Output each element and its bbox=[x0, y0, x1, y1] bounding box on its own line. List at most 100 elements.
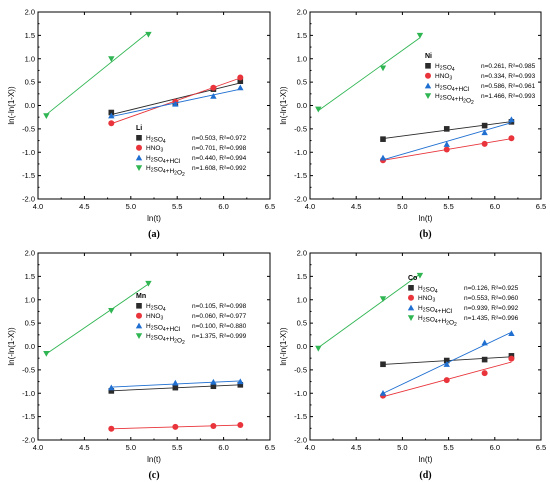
series-h2so4 bbox=[380, 119, 515, 142]
data-point bbox=[379, 390, 387, 396]
y-tick-label: 2.0 bbox=[297, 249, 307, 258]
x-tick-label: 6.5 bbox=[265, 443, 275, 452]
legend-series-name: H2SO4+H2O2 bbox=[146, 333, 185, 346]
y-tick-label: 0.5 bbox=[297, 78, 307, 87]
x-tick-label: 6.0 bbox=[490, 202, 500, 211]
data-point bbox=[43, 113, 50, 119]
legend-element-label: Li bbox=[136, 125, 142, 132]
legend-series-name: H2SO4+HCl bbox=[435, 83, 470, 93]
legend-fit-text: n=1.375, R²=0.999 bbox=[192, 333, 247, 340]
series-h2so4 bbox=[108, 382, 244, 394]
legend-series-name: H2SO4+H2O2 bbox=[435, 93, 474, 106]
data-point bbox=[315, 345, 322, 352]
data-point bbox=[379, 296, 387, 303]
data-point bbox=[210, 383, 217, 390]
y-tick-label: -1.0 bbox=[22, 148, 35, 157]
legend-series-name: H2SO4 bbox=[435, 63, 455, 73]
legend-marker bbox=[407, 315, 415, 321]
plot-frame bbox=[309, 252, 542, 441]
y-tick-label: 1.0 bbox=[25, 295, 35, 304]
legend-marker bbox=[135, 322, 143, 329]
data-point bbox=[237, 382, 244, 388]
data-point bbox=[443, 146, 450, 153]
data-point bbox=[210, 378, 217, 385]
y-tick-label: 0.0 bbox=[25, 101, 35, 110]
legend-fit-text: n=0.100, R²=0.880 bbox=[192, 323, 247, 330]
series-h2so4_hcl bbox=[108, 378, 244, 391]
data-point bbox=[508, 355, 515, 362]
data-point bbox=[172, 423, 179, 430]
y-tick-label: -1.5 bbox=[294, 171, 307, 180]
x-tick-label: 6.5 bbox=[536, 202, 546, 211]
data-point bbox=[108, 425, 115, 432]
legend-fit-text: n=1.435, R²=0.996 bbox=[464, 315, 519, 322]
legend-marker bbox=[407, 304, 415, 311]
panel-label: (b) bbox=[419, 229, 431, 240]
series-h2so4_h2o2 bbox=[315, 272, 424, 352]
legend-fit-text: n=0.701, R²=0.998 bbox=[192, 145, 247, 152]
legend-series-name: H2SO4+H2O2 bbox=[146, 165, 185, 178]
legend-fit-text: n=0.126, R²=0.925 bbox=[464, 285, 519, 292]
legend-series-name: HNO3 bbox=[435, 73, 452, 82]
x-tick-label: 5.5 bbox=[443, 202, 453, 211]
y-tick-label: 2.0 bbox=[25, 8, 35, 17]
x-tick-label: 4.0 bbox=[33, 443, 43, 452]
legend-marker bbox=[135, 165, 143, 171]
legend-marker bbox=[408, 285, 414, 291]
y-tick-label: -0.5 bbox=[294, 365, 307, 374]
fit-line bbox=[111, 82, 241, 116]
y-tick-label: 2.0 bbox=[297, 8, 307, 17]
legend-marker bbox=[408, 294, 414, 301]
chart-panel-ni: 4.0 4.5 5.0 5.5 6.0 6.5 -2.0 -1.5 -1.0 -0.5 0.0 0.5… bbox=[279, 8, 546, 241]
data-point bbox=[379, 154, 387, 161]
legend-series-name: HNO3 bbox=[146, 313, 163, 322]
data-point bbox=[481, 129, 488, 136]
data-point bbox=[145, 280, 152, 287]
data-point bbox=[237, 78, 244, 84]
data-point bbox=[237, 74, 244, 81]
data-point bbox=[172, 100, 179, 107]
y-tick-label: 1.0 bbox=[297, 54, 307, 63]
legend-marker bbox=[425, 63, 431, 69]
legend-series-name: HNO3 bbox=[146, 145, 163, 154]
y-tick-label: 0.5 bbox=[25, 319, 35, 328]
x-tick-label: 5.0 bbox=[126, 443, 136, 452]
legend-fit-text: n=0.334, R²=0.993 bbox=[481, 73, 536, 80]
x-tick-label: 5.5 bbox=[172, 202, 182, 211]
x-tick-label: 5.0 bbox=[397, 443, 407, 452]
x-tick-label: 5.0 bbox=[397, 202, 407, 211]
y-tick-label: -0.5 bbox=[22, 124, 35, 133]
legend-fit-text: n=0.105, R²=0.998 bbox=[192, 303, 247, 310]
data-point bbox=[315, 106, 322, 113]
legend-fit-text: n=0.261, R²=0.985 bbox=[481, 63, 536, 70]
data-point bbox=[443, 361, 450, 367]
data-point bbox=[108, 384, 115, 391]
legend-series-name: H2SO4 bbox=[146, 135, 166, 145]
data-point bbox=[443, 126, 450, 132]
y-tick-label: 0.5 bbox=[25, 78, 35, 87]
data-point bbox=[108, 120, 115, 127]
series-h2so4_h2o2 bbox=[315, 32, 424, 113]
data-point bbox=[508, 116, 515, 123]
legend-marker bbox=[424, 93, 432, 99]
legend-element-label: Co bbox=[408, 275, 417, 282]
data-point bbox=[380, 361, 386, 368]
y-tick-label: -2.0 bbox=[294, 436, 307, 445]
legend-series-name: HNO3 bbox=[418, 295, 435, 304]
x-tick-label: 6.0 bbox=[218, 202, 228, 211]
y-tick-label: 1.5 bbox=[297, 31, 307, 40]
y-tick-label: -2.0 bbox=[22, 436, 35, 445]
legend-series-name: H2SO4+HCl bbox=[146, 155, 181, 165]
y-tick-label: 1.0 bbox=[297, 295, 307, 304]
legend-marker bbox=[135, 333, 143, 339]
data-point bbox=[380, 136, 386, 142]
y-tick-label: -1.0 bbox=[22, 389, 35, 398]
legend-series-name: H2SO4+HCl bbox=[146, 323, 181, 333]
y-tick-label: 0.0 bbox=[297, 342, 307, 351]
x-tick-label: 4.5 bbox=[79, 202, 89, 211]
y-tick-label: -1.5 bbox=[294, 412, 307, 421]
data-point bbox=[443, 141, 450, 147]
